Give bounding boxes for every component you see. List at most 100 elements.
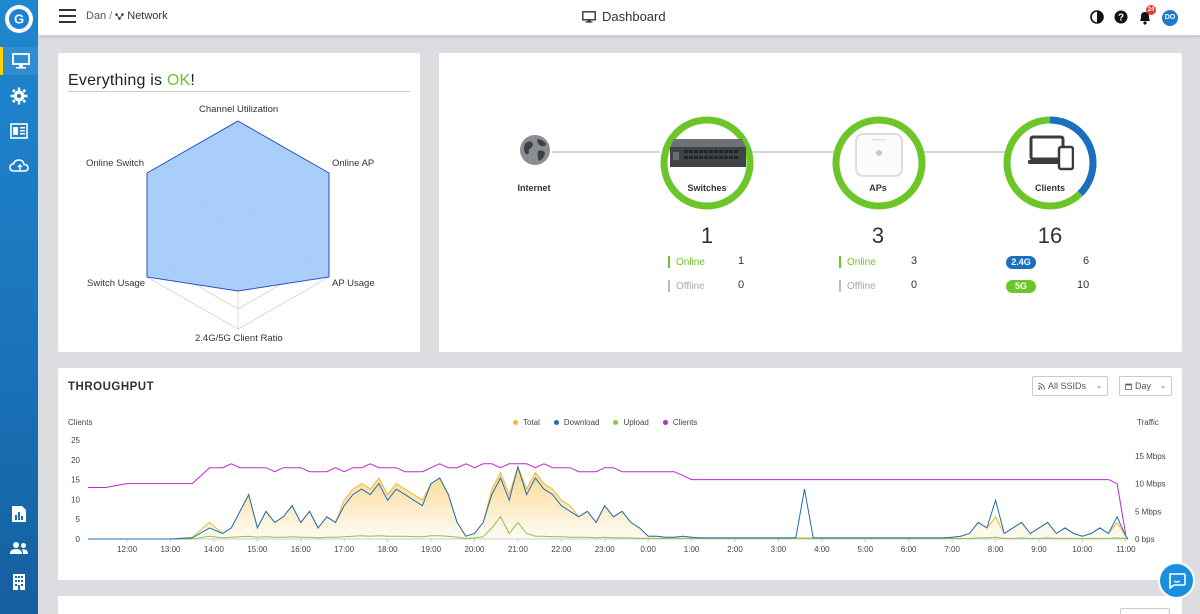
menu-toggle-icon[interactable] bbox=[59, 9, 76, 23]
sidebar-item-organization[interactable] bbox=[0, 568, 38, 596]
building-icon bbox=[13, 574, 25, 590]
y2-tick-label: 10 Mbps bbox=[1135, 480, 1166, 489]
switches-offline-label: Offline bbox=[676, 280, 705, 292]
health-card: Everything is OK! Channel Utilization On… bbox=[58, 53, 420, 352]
x-tick-label: 17:00 bbox=[334, 545, 355, 554]
sidebar-item-cloud[interactable] bbox=[0, 152, 38, 180]
switch-device-icon bbox=[670, 139, 746, 167]
notification-badge: 24 bbox=[1146, 5, 1156, 15]
cloud-icon bbox=[9, 159, 29, 172]
device-list-icon bbox=[10, 123, 28, 139]
breadcrumb-network[interactable]: Network bbox=[127, 10, 168, 22]
aps-offline-value: 0 bbox=[911, 279, 918, 291]
ssid-filter-dropdown[interactable]: All SSIDs ⌄ bbox=[1032, 376, 1108, 396]
ssid-filter-value: All SSIDs bbox=[1048, 381, 1087, 391]
sidebar-item-users[interactable] bbox=[0, 534, 38, 562]
x-tick-label: 3:00 bbox=[771, 545, 787, 554]
range-filter-value: Day bbox=[1135, 381, 1152, 391]
legend-upload[interactable]: Upload bbox=[613, 418, 649, 427]
sidebar-item-settings[interactable] bbox=[0, 82, 38, 110]
x-tick-label: 4:00 bbox=[814, 545, 830, 554]
switches-label: Switches bbox=[687, 183, 727, 193]
y2-tick-label: 15 Mbps bbox=[1135, 452, 1166, 461]
clients-line bbox=[88, 463, 1127, 536]
theme-toggle-icon[interactable] bbox=[1090, 10, 1104, 24]
x-tick-label: 10:00 bbox=[1072, 545, 1093, 554]
topbar: Dan / Network Dashboard ? 24 DO bbox=[38, 0, 1200, 36]
calendar-icon bbox=[1125, 383, 1132, 390]
y-tick-label: 0 bbox=[76, 535, 81, 544]
right-axis-title: Traffic bbox=[1137, 418, 1159, 427]
aps-label: APs bbox=[869, 183, 887, 193]
switches-offline-value: 0 bbox=[738, 279, 745, 291]
help-icon[interactable]: ? bbox=[1114, 10, 1128, 24]
aps-offline-label: Offline bbox=[847, 280, 876, 292]
download-line bbox=[88, 465, 1129, 540]
x-tick-label: 13:00 bbox=[160, 545, 181, 554]
radar-label-switch-usage: Switch Usage bbox=[87, 278, 146, 289]
clients-count: 16 bbox=[1037, 223, 1063, 248]
breadcrumb-user[interactable]: Dan bbox=[86, 10, 107, 22]
access-point-icon bbox=[855, 133, 903, 177]
health-title-suffix: ! bbox=[190, 72, 196, 89]
breadcrumb: Dan / Network bbox=[86, 10, 168, 22]
x-tick-label: 23:00 bbox=[595, 545, 616, 554]
topology-card: Internet Switches 1 Online 1 Offline 0 A… bbox=[439, 53, 1182, 352]
aps-online-row: Online bbox=[839, 256, 876, 268]
next-card-dropdown[interactable] bbox=[1120, 608, 1170, 614]
radar-label-channel: Channel Utilization bbox=[199, 104, 279, 115]
total-area bbox=[88, 466, 1128, 539]
band-24g-value: 6 bbox=[1083, 255, 1090, 267]
radar-label-client-ratio: 2.4G/5G Client Ratio bbox=[195, 333, 283, 344]
page-title: Dashboard bbox=[582, 9, 666, 24]
legend-download[interactable]: Download bbox=[553, 418, 599, 427]
switches-offline-row: Offline bbox=[668, 280, 705, 292]
sidebar-item-devices[interactable] bbox=[0, 117, 38, 145]
range-filter-dropdown[interactable]: Day ⌄ bbox=[1119, 376, 1172, 396]
x-tick-label: 5:00 bbox=[857, 545, 873, 554]
breadcrumb-separator: / bbox=[109, 10, 113, 22]
users-icon bbox=[10, 542, 28, 554]
monitor-icon bbox=[11, 53, 30, 69]
sidebar-item-reports[interactable] bbox=[0, 500, 38, 528]
svg-text:?: ? bbox=[1118, 13, 1124, 24]
upload-line bbox=[88, 515, 1129, 540]
x-tick-label: 20:00 bbox=[464, 545, 485, 554]
online-indicator bbox=[668, 256, 670, 268]
chat-button[interactable] bbox=[1158, 562, 1195, 599]
legend-total[interactable]: Total bbox=[513, 418, 540, 427]
y2-tick-label: 0 bps bbox=[1135, 535, 1155, 544]
chevron-down-icon: ⌄ bbox=[1160, 383, 1166, 390]
clients-label: Clients bbox=[1034, 183, 1065, 193]
radar-label-online-ap: Online AP bbox=[332, 158, 375, 169]
offline-indicator bbox=[668, 280, 670, 292]
aps-online-label: Online bbox=[847, 256, 876, 268]
internet-globe-icon[interactable] bbox=[519, 134, 551, 166]
throughput-title: THROUGHPUT bbox=[68, 381, 155, 393]
band-5g-pill: 5G bbox=[1006, 280, 1036, 293]
radar-label-ap-usage: AP Usage bbox=[332, 278, 375, 289]
x-tick-label: 18:00 bbox=[378, 545, 399, 554]
x-tick-label: 16:00 bbox=[291, 545, 312, 554]
svg-text:G: G bbox=[14, 12, 24, 27]
y-tick-label: 15 bbox=[71, 476, 80, 485]
avatar[interactable]: DO bbox=[1162, 10, 1178, 26]
x-tick-label: 19:00 bbox=[421, 545, 442, 554]
app-logo[interactable]: G bbox=[5, 5, 33, 33]
switches-count: 1 bbox=[700, 223, 714, 248]
aps-online-value: 3 bbox=[911, 255, 918, 267]
health-divider bbox=[68, 91, 410, 92]
legend-clients[interactable]: Clients bbox=[662, 418, 697, 427]
network-icon bbox=[115, 12, 125, 20]
throughput-card: THROUGHPUT All SSIDs ⌄ Day ⌄ Clients Tra… bbox=[58, 368, 1182, 580]
x-tick-label: 8:00 bbox=[988, 545, 1004, 554]
sidebar-item-monitor[interactable] bbox=[0, 47, 38, 75]
next-card bbox=[58, 596, 1182, 614]
chart-legend: Total Download Upload Clients bbox=[513, 418, 697, 427]
x-tick-label: 7:00 bbox=[944, 545, 960, 554]
y-tick-label: 10 bbox=[71, 495, 80, 504]
switches-online-row: Online bbox=[668, 256, 705, 268]
x-tick-label: 21:00 bbox=[508, 545, 529, 554]
notifications-button[interactable]: 24 bbox=[1138, 5, 1156, 30]
x-tick-label: 11:00 bbox=[1116, 545, 1136, 554]
